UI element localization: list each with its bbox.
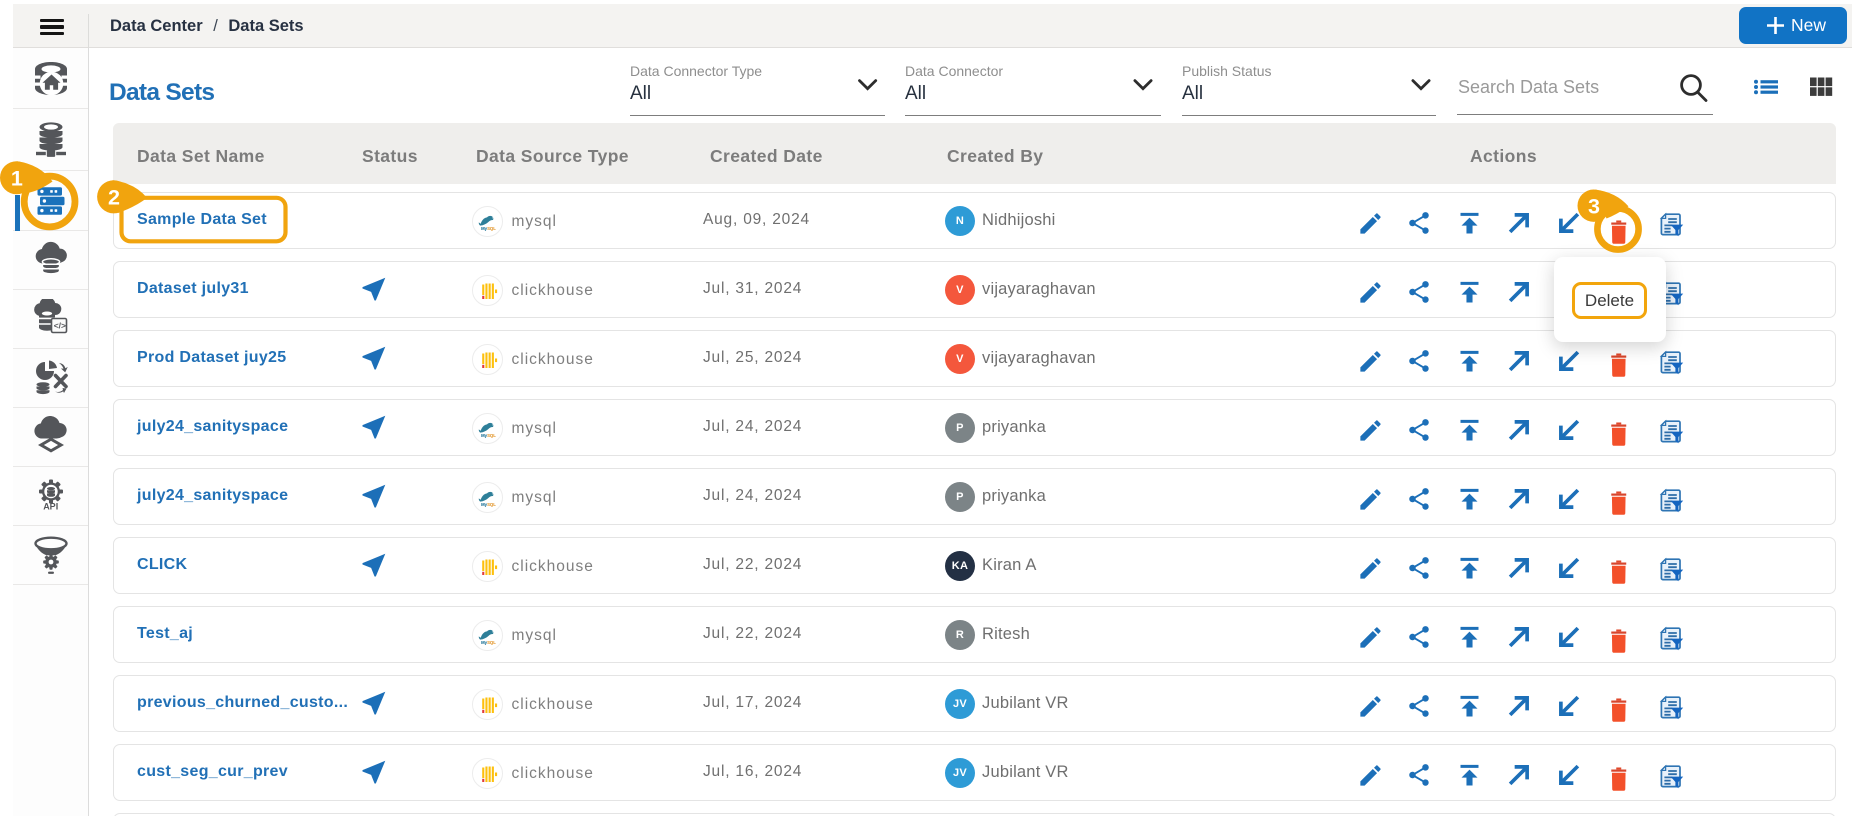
svg-text:MySQL: MySQL (481, 433, 496, 438)
svg-text:MySQL: MySQL (481, 502, 496, 507)
svg-text:MySQL: MySQL (481, 640, 496, 645)
svg-text:API: API (43, 502, 58, 512)
svg-text:</>: </> (53, 321, 65, 331)
svg-text:MySQL: MySQL (481, 226, 496, 231)
